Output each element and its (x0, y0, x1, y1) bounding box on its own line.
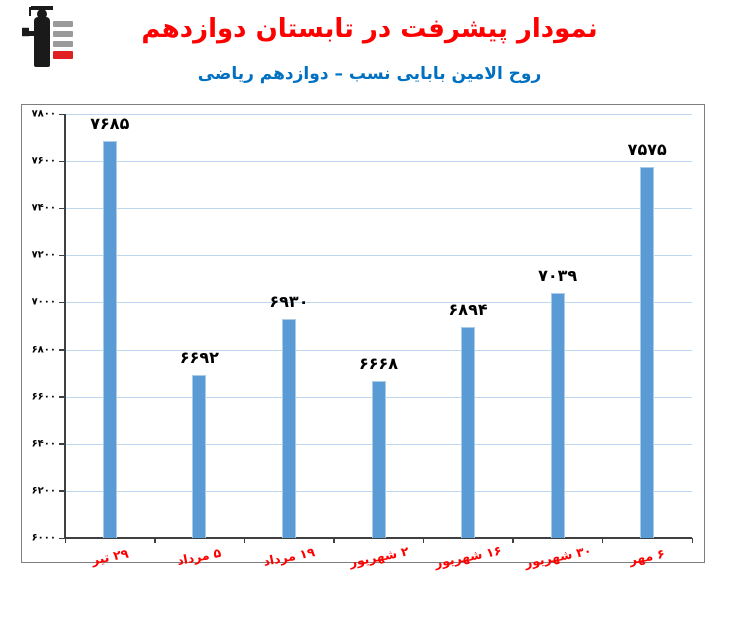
graduate-head (37, 9, 47, 19)
y-axis-tick-label: ۶۸۰۰ (31, 344, 56, 356)
gridline (65, 302, 692, 304)
x-axis-tick-mark (333, 538, 335, 543)
header: نمودار پیشرفت در تابستان دوازدهم روح الا… (0, 0, 739, 100)
gridline (65, 255, 692, 257)
graduate-body (34, 17, 50, 67)
plot-area: ۶۰۰۰ ۶۲۰۰ ۶۴۰۰ ۶۶۰۰ ۶۸۰۰ ۷۰۰۰ ۷۲۰۰ ۷۴۰۰ ۷۶۰۰ ۷۸۰۰… (32, 109, 693, 570)
y-axis-tick-mark (59, 396, 64, 398)
bar (192, 374, 207, 538)
y-axis-tick-mark (59, 301, 64, 304)
y-axis-tick-label: ۷۰۰۰ (31, 296, 56, 308)
gridline (65, 161, 692, 163)
y-axis-tick-mark (59, 207, 64, 210)
graduate-arm (24, 31, 36, 36)
bar-value-label: ۷۶۸۵ (90, 114, 130, 134)
x-axis-category-label: ۶ مهر (628, 545, 667, 568)
x-axis-tick-mark (512, 538, 514, 543)
y-axis-tick-mark (59, 537, 64, 539)
y-axis-tick-mark (59, 254, 64, 257)
x-axis-tick-mark (601, 538, 604, 543)
x-axis-category-label: ۱۶ شهریور (433, 542, 503, 571)
page-subtitle: روح الامین بابایی نسب – دوازدهم ریاضی (197, 64, 542, 84)
y-axis-tick-label: ۷۸۰۰ (31, 108, 56, 120)
y-axis-tick-mark (59, 490, 64, 492)
bar (102, 141, 117, 538)
y-axis-tick-label: ۷۴۰۰ (31, 202, 56, 214)
gridline (65, 349, 692, 351)
bar-value-label: ۷۰۳۹ (538, 266, 578, 286)
y-axis-tick-mark (59, 160, 64, 163)
bar (461, 327, 476, 538)
x-axis-category-label: ۵ مرداد (176, 544, 223, 569)
y-axis-tick-label: ۶۲۰۰ (31, 485, 56, 497)
y-axis-line (64, 114, 66, 538)
bar (640, 167, 655, 538)
y-axis-tick-label: ۶۴۰۰ (31, 438, 56, 450)
x-axis-tick-mark (422, 538, 425, 543)
x-axis-category-label: ۲ شهریور (347, 543, 410, 570)
bar-value-label: ۶۸۹۴ (448, 300, 488, 320)
x-axis-line (64, 537, 692, 539)
gridline (65, 114, 692, 115)
y-axis-tick-mark (59, 349, 64, 351)
x-axis-tick-mark (154, 538, 156, 543)
x-axis-category-label: ۱۹ مرداد (261, 544, 316, 569)
x-axis-category-label: ۲۹ تیر (90, 545, 130, 568)
y-axis-tick-label: ۶۰۰۰ (31, 532, 56, 544)
y-axis-tick-label: ۷۲۰۰ (31, 249, 56, 261)
bar-value-label: ۶۹۳۰ (269, 291, 309, 311)
logo-text-line (53, 21, 73, 27)
graduate-cap-icon (31, 6, 53, 10)
gridline (65, 208, 692, 210)
x-axis-tick-mark (64, 538, 66, 543)
kanoon-education-logo (20, 5, 76, 71)
y-axis-tick-mark (59, 113, 64, 115)
graduate-cap-tassel (29, 7, 31, 16)
x-axis-category-label: ۳۰ شهریور (522, 542, 593, 571)
y-axis-tick-label: ۷۶۰۰ (31, 155, 56, 167)
page-title: نمودار پیشرفت در تابستان دوازدهم (141, 14, 598, 44)
x-axis-tick-mark (243, 538, 246, 543)
bar (371, 380, 386, 538)
bar-value-label: ۶۶۶۸ (358, 353, 399, 373)
x-axis-tick-mark (691, 538, 693, 543)
y-axis-tick-label: ۶۶۰۰ (31, 391, 56, 403)
bar (550, 293, 565, 538)
progress-bar-chart: ۶۰۰۰ ۶۲۰۰ ۶۴۰۰ ۶۶۰۰ ۶۸۰۰ ۷۰۰۰ ۷۲۰۰ ۷۴۰۰ ۷۶۰۰ ۷۸۰۰… (21, 104, 705, 570)
bar-value-label: ۷۵۷۵ (627, 140, 667, 159)
logo-red-badge (53, 51, 73, 59)
bar-value-label: ۶۶۹۲ (179, 347, 219, 367)
logo-text-line (53, 41, 73, 47)
logo-text-line (53, 31, 73, 37)
y-axis-tick-mark (59, 443, 64, 445)
bar (281, 318, 296, 538)
